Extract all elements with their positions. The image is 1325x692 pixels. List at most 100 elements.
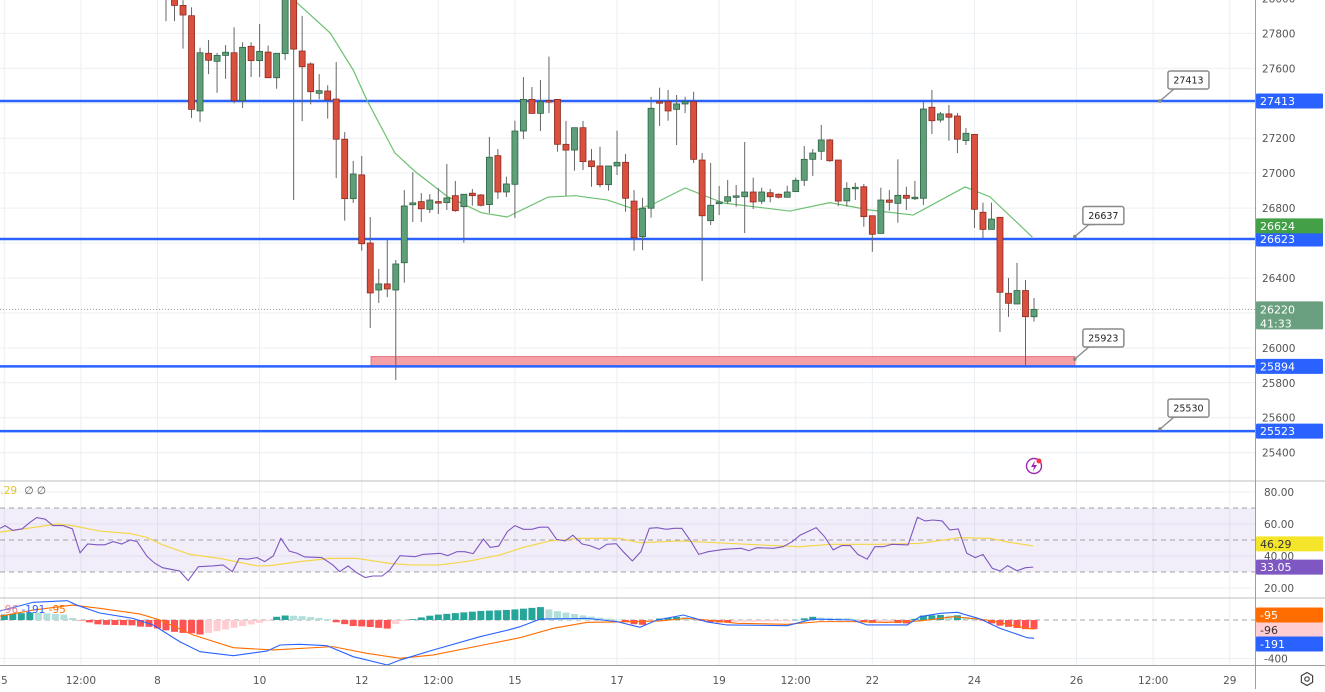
candle[interactable] xyxy=(520,77,527,140)
candle[interactable] xyxy=(792,177,800,193)
candle[interactable] xyxy=(409,172,417,223)
candle[interactable] xyxy=(477,194,485,207)
candle[interactable] xyxy=(434,187,442,215)
candle[interactable] xyxy=(673,95,680,146)
candle[interactable] xyxy=(298,15,306,122)
candle[interactable] xyxy=(247,42,255,78)
candle[interactable] xyxy=(443,164,451,210)
candle[interactable] xyxy=(681,96,689,114)
candle[interactable] xyxy=(324,85,332,119)
candle[interactable] xyxy=(817,124,825,161)
candle[interactable] xyxy=(902,186,910,210)
candle[interactable] xyxy=(494,149,502,199)
candle[interactable] xyxy=(1030,298,1038,322)
candle[interactable] xyxy=(554,98,561,152)
price-callout[interactable]: 27413 xyxy=(1158,70,1210,103)
candle[interactable] xyxy=(656,87,663,126)
candle[interactable] xyxy=(954,113,961,154)
candle[interactable] xyxy=(171,0,178,22)
candle[interactable] xyxy=(715,185,723,216)
candle[interactable] xyxy=(834,159,842,207)
support-zone[interactable] xyxy=(370,356,1076,367)
candle[interactable] xyxy=(571,127,578,171)
candle[interactable] xyxy=(698,153,706,281)
candle[interactable] xyxy=(979,202,987,239)
candle[interactable] xyxy=(647,96,655,218)
settings-icon[interactable] xyxy=(1299,671,1315,687)
candle[interactable] xyxy=(451,180,459,212)
candle[interactable] xyxy=(596,146,604,188)
candle[interactable] xyxy=(613,130,621,176)
candle[interactable] xyxy=(800,146,808,187)
candle[interactable] xyxy=(528,87,536,114)
candle[interactable] xyxy=(375,269,383,303)
candle[interactable] xyxy=(877,187,885,234)
candle[interactable] xyxy=(537,80,544,132)
candle[interactable] xyxy=(766,188,774,203)
candle[interactable] xyxy=(163,0,169,22)
candle[interactable] xyxy=(588,149,595,187)
candle[interactable] xyxy=(315,74,323,100)
candle[interactable] xyxy=(605,165,612,191)
candle[interactable] xyxy=(349,160,357,204)
candle[interactable] xyxy=(775,193,783,199)
candle[interactable] xyxy=(860,183,868,227)
candle[interactable] xyxy=(383,238,391,298)
candle[interactable] xyxy=(919,101,927,205)
candle[interactable] xyxy=(851,182,859,201)
candle[interactable] xyxy=(179,0,187,49)
candle[interactable] xyxy=(962,128,970,146)
price-callout[interactable]: 25530 xyxy=(1158,398,1210,431)
candle[interactable] xyxy=(945,104,953,141)
candle[interactable] xyxy=(783,185,791,198)
candle[interactable] xyxy=(460,193,468,243)
candle[interactable] xyxy=(996,216,1004,332)
candle[interactable] xyxy=(690,91,698,163)
candle[interactable] xyxy=(1022,280,1029,367)
candle[interactable] xyxy=(928,89,936,134)
macd-pane[interactable] xyxy=(0,600,1255,665)
price-pane[interactable]: 27413 26637 25923 25530 xyxy=(0,0,1255,433)
candle[interactable] xyxy=(502,176,510,198)
candle[interactable] xyxy=(894,159,902,223)
price-callout[interactable]: 26637 xyxy=(1073,205,1125,239)
candle[interactable] xyxy=(545,56,553,114)
candle[interactable] xyxy=(417,193,425,223)
candle[interactable] xyxy=(264,45,272,79)
time-axis[interactable]: 5 12:00 8 10 12 12:00 15 17 19 12:00 22 24 26 12:00 29 xyxy=(1,675,1236,687)
candle[interactable] xyxy=(468,189,476,206)
candle[interactable] xyxy=(562,120,570,196)
candle[interactable] xyxy=(341,132,349,221)
lightning-icon[interactable] xyxy=(1025,457,1043,475)
candle[interactable] xyxy=(239,42,246,108)
candle[interactable] xyxy=(358,156,366,251)
price-axis[interactable]: 28000 27800 27600 27200 27000 26800 26400 26000… xyxy=(1256,0,1323,665)
candle[interactable] xyxy=(400,190,408,283)
candle[interactable] xyxy=(213,52,221,93)
rsi-pane[interactable] xyxy=(0,507,1255,582)
candle[interactable] xyxy=(366,216,374,328)
candle[interactable] xyxy=(230,27,238,104)
candle[interactable] xyxy=(809,149,817,176)
price-callout[interactable]: 25923 xyxy=(1073,328,1125,361)
candle[interactable] xyxy=(732,185,740,207)
candle[interactable] xyxy=(622,153,629,212)
candle[interactable] xyxy=(971,133,978,228)
candle[interactable] xyxy=(332,62,340,179)
candle[interactable] xyxy=(392,259,400,380)
candle[interactable] xyxy=(885,190,893,211)
candle[interactable] xyxy=(307,62,315,105)
candle[interactable] xyxy=(868,215,876,252)
candle[interactable] xyxy=(511,120,519,219)
candle[interactable] xyxy=(485,136,493,213)
candle[interactable] xyxy=(826,138,834,162)
candle[interactable] xyxy=(579,120,587,170)
candle[interactable] xyxy=(664,89,672,121)
candle[interactable] xyxy=(630,190,638,251)
candle[interactable] xyxy=(1005,277,1012,317)
candle[interactable] xyxy=(273,52,281,89)
candle[interactable] xyxy=(911,180,919,201)
candle[interactable] xyxy=(426,194,434,213)
